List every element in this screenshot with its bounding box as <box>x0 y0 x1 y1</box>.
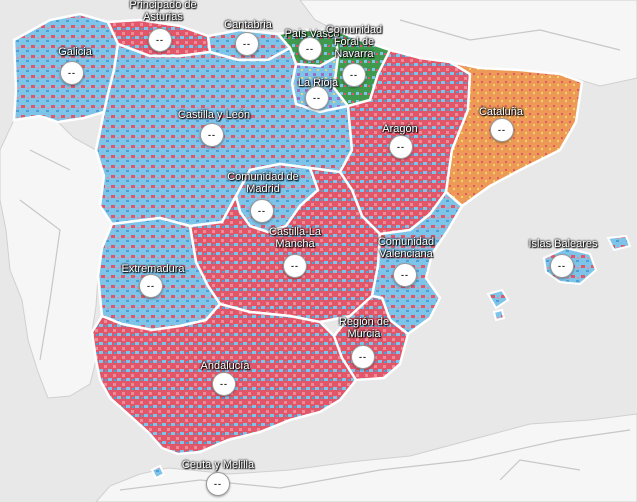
region-marker-la-rioja[interactable]: -- <box>305 86 329 110</box>
region-label-valenciana: Comunidad Valenciana <box>377 236 435 260</box>
roads <box>19 19 631 491</box>
region-label-murcia: Región de Murcia <box>338 316 390 340</box>
region-marker-andalucia[interactable]: -- <box>212 372 236 396</box>
region-baleares-menorca[interactable] <box>606 234 632 252</box>
region-label-castilla-la-mancha: Castilla-La Mancha <box>269 226 321 250</box>
region-label-navarra: Comunidad Foral de Navarra <box>325 24 383 60</box>
region-marker-baleares[interactable]: -- <box>550 254 574 278</box>
region-baleares-ibiza[interactable] <box>486 288 510 310</box>
region-marker-castilla-la-mancha[interactable]: -- <box>283 254 307 278</box>
region-marker-madrid[interactable]: -- <box>250 199 274 223</box>
region-label-extremadura: Extremadura <box>121 263 185 275</box>
region-marker-murcia[interactable]: -- <box>351 345 375 369</box>
region-label-andalucia: Andalucía <box>200 360 250 372</box>
region-ceuta[interactable] <box>150 464 166 480</box>
region-label-madrid: Comunidad de Madrid <box>227 171 299 195</box>
region-marker-ceuta-melilla[interactable]: -- <box>206 472 230 496</box>
region-label-asturias: Principado de Asturias <box>129 0 197 23</box>
region-marker-asturias[interactable]: -- <box>148 28 172 52</box>
region-marker-galicia[interactable]: -- <box>60 61 84 85</box>
region-label-castilla-leon: Castilla y León <box>177 109 251 121</box>
region-label-cataluna: Cataluña <box>478 106 524 118</box>
region-marker-aragon[interactable]: -- <box>389 135 413 159</box>
region-label-galicia: Galicia <box>58 46 92 58</box>
region-label-aragon: Aragón <box>382 123 418 135</box>
region-marker-extremadura[interactable]: -- <box>139 274 163 298</box>
region-marker-cataluna[interactable]: -- <box>490 118 514 142</box>
region-marker-navarra[interactable]: -- <box>342 63 366 87</box>
region-label-ceuta-melilla: Ceuta y Melilla <box>181 459 255 471</box>
region-marker-pais-vasco[interactable]: -- <box>298 37 322 61</box>
region-marker-cantabria[interactable]: -- <box>235 32 259 56</box>
region-baleares-formentera[interactable] <box>492 308 506 322</box>
region-marker-valenciana[interactable]: -- <box>393 263 417 287</box>
region-label-cantabria: Cantabria <box>224 19 272 31</box>
region-label-la-rioja: La Rioja <box>297 77 339 89</box>
land-africa <box>95 413 637 502</box>
region-marker-castilla-leon[interactable]: -- <box>200 123 224 147</box>
region-cataluna[interactable] <box>444 60 584 208</box>
region-label-pais-vasco: País Vasco <box>284 28 340 40</box>
region-label-baleares: Islas Baleares <box>528 238 598 250</box>
